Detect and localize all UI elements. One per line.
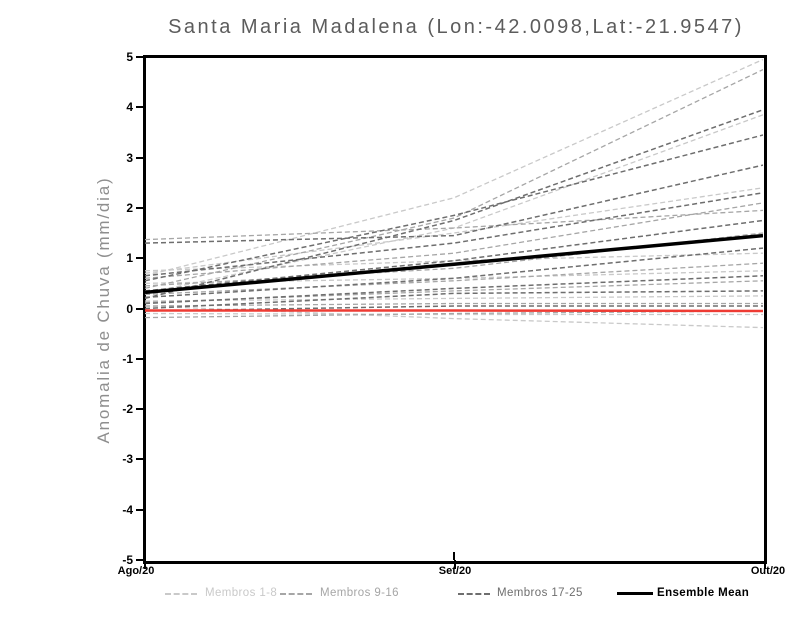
member-line — [145, 312, 763, 316]
member-line — [145, 275, 763, 305]
y-tick-label: -3 — [122, 452, 133, 467]
legend-sample — [617, 592, 653, 595]
y-tick-label: -1 — [122, 351, 133, 366]
legend-label: Ensemble Mean — [657, 587, 750, 599]
member-line — [145, 295, 763, 302]
y-tick-label: -4 — [122, 502, 133, 517]
y-tick-label: 4 — [126, 100, 133, 115]
x-tick-label: Out/20 — [750, 565, 786, 577]
x-tick — [764, 560, 766, 569]
legend-sample — [458, 593, 490, 595]
y-tick — [136, 206, 144, 209]
y-tick — [136, 307, 144, 310]
x-tick — [144, 560, 146, 569]
member-line — [145, 305, 763, 329]
y-tick-label: -2 — [122, 402, 133, 417]
member-line — [145, 69, 763, 290]
member-line — [145, 302, 763, 307]
y-tick — [136, 408, 144, 411]
y-tick — [136, 508, 144, 511]
legend-label: Membros 17-25 — [497, 587, 583, 599]
ensemble-mean-line — [145, 233, 763, 295]
member-line — [145, 290, 763, 310]
y-tick-label: 3 — [126, 150, 133, 165]
y-tick — [136, 257, 144, 260]
member-line — [145, 262, 763, 296]
y-tick-label: 1 — [126, 251, 133, 266]
x-tick-label: Ago/20 — [117, 565, 155, 577]
member-line — [145, 114, 763, 295]
member-line — [145, 134, 763, 282]
y-tick-label: -5 — [122, 553, 133, 567]
member-line — [145, 270, 763, 284]
member-line — [145, 109, 763, 300]
member-line — [145, 252, 763, 272]
member-line — [145, 187, 763, 274]
x-tick — [454, 560, 456, 569]
y-tick-label: 0 — [126, 301, 133, 316]
member-line — [145, 164, 763, 244]
chart-title: Santa Maria Madalena (Lon:-42.0098,Lat:-… — [168, 16, 744, 38]
y-tick — [136, 156, 144, 159]
member-line — [145, 280, 763, 304]
chart-canvas — [145, 58, 763, 560]
y-tick-label: 2 — [126, 200, 133, 215]
member-line — [145, 58, 763, 277]
member-line — [145, 247, 763, 299]
y-tick — [136, 458, 144, 461]
x-tick-label: Set/20 — [438, 565, 472, 577]
zero-reference-line — [145, 309, 763, 313]
y-tick-label: 5 — [126, 50, 133, 64]
legend-label: Membros 9-16 — [320, 587, 399, 599]
y-tick — [136, 56, 144, 58]
chart-legend: Membros 1-8 Membros 9-16 Membros 17-25 Ense… — [0, 586, 800, 606]
y-tick — [136, 106, 144, 109]
legend-sample — [280, 593, 312, 595]
member-line — [145, 305, 763, 312]
y-tick — [136, 559, 144, 561]
y-tick — [136, 357, 144, 360]
member-line — [145, 209, 763, 241]
legend-sample — [165, 593, 197, 595]
legend-label: Membros 1-8 — [205, 587, 278, 599]
